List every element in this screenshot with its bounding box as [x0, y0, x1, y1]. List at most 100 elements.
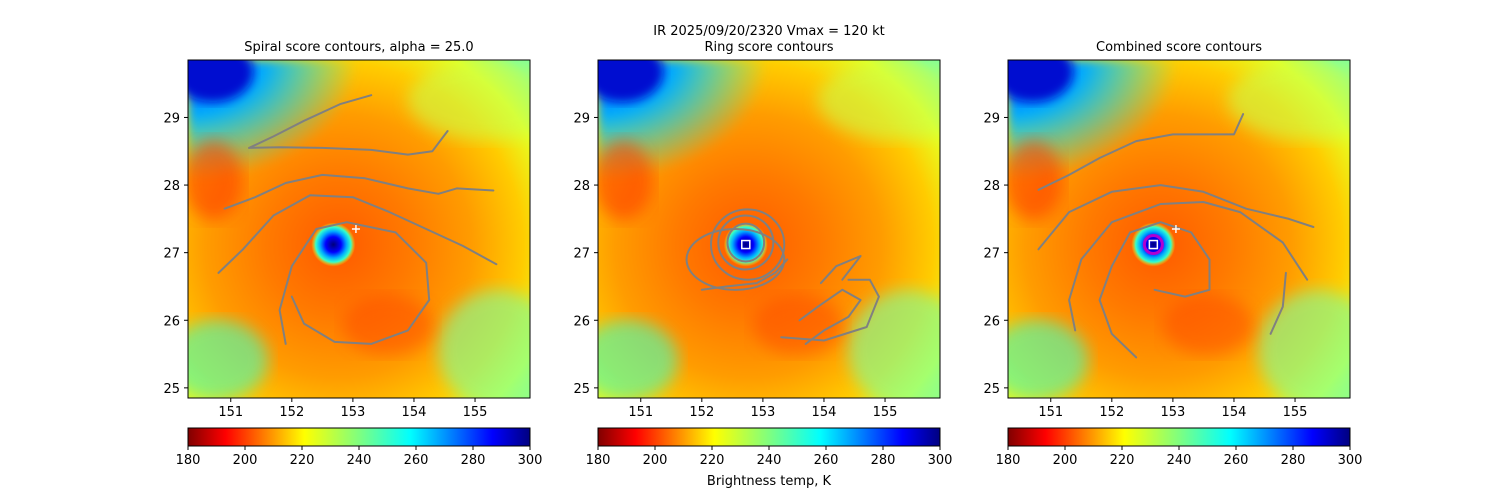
colorbar-tick-label: 200: [643, 453, 668, 468]
colorbar-tick-label: 280: [461, 453, 486, 468]
panel-1: Spiral score contours, alpha = 25.0 151 15…: [163, 40, 543, 468]
cold-cloud-core: [598, 60, 663, 102]
colorbar-tick-label: 180: [176, 453, 201, 468]
x-tick-label: 151: [628, 405, 653, 420]
contour-line-1: [700, 258, 789, 291]
figure-suptitle: IR 2025/09/20/2320 Vmax = 120 kt: [653, 24, 884, 39]
x-tick-label: 153: [340, 405, 365, 420]
y-tick-label: 26: [573, 314, 590, 329]
axes-frame: [1007, 59, 1351, 399]
x-tick-label: 153: [1160, 405, 1185, 420]
warm-band-s: [753, 295, 843, 355]
colorbar-tick-label: 180: [996, 453, 1021, 468]
colorbar-tick-label: 300: [928, 453, 953, 468]
colorbar-tick-label: 180: [586, 453, 611, 468]
colorbar: [597, 427, 941, 447]
contour-line-1: [1037, 113, 1245, 191]
x-tick-label: 155: [1283, 405, 1308, 420]
colorbar-tick-label: 260: [814, 453, 839, 468]
y-tick-label: 29: [983, 111, 1000, 126]
panel-title: Combined score contours: [1096, 40, 1262, 55]
x-tick-label: 152: [279, 405, 304, 420]
contour-line-5: [1098, 265, 1138, 359]
x-tick-label: 151: [218, 405, 243, 420]
center-marker: [1148, 239, 1159, 250]
outer-band: [818, 60, 940, 140]
x-tick-label: 155: [873, 405, 898, 420]
y-tick-label: 26: [163, 314, 180, 329]
panel-title: Ring score contours: [704, 40, 833, 55]
contour-line-3: [1068, 201, 1309, 332]
axes-frame: [187, 59, 531, 399]
outer-band-se: [1258, 290, 1350, 398]
panel-title: Spiral score contours, alpha = 25.0: [244, 40, 473, 55]
colorbar-tick-label: 200: [1053, 453, 1078, 468]
outer-band-sw: [188, 320, 268, 398]
x-tick-label: 154: [1222, 405, 1247, 420]
contour-line-3: [780, 278, 880, 342]
colorbar-tick-label: 300: [1338, 453, 1363, 468]
colorbar-tick-label: 200: [233, 453, 258, 468]
outer-band: [1228, 60, 1350, 140]
colorbar-tick-label: 260: [404, 453, 429, 468]
cold-cloud-core: [188, 60, 253, 102]
ring-contour-4: [685, 228, 786, 291]
y-tick-label: 28: [163, 179, 180, 194]
y-tick-label: 27: [983, 247, 1000, 262]
colorbar-tick-label: 300: [518, 453, 543, 468]
storm-eye: [311, 222, 356, 267]
ring-contour-1: [726, 222, 766, 263]
warm-band: [598, 140, 653, 220]
x-tick-label: 151: [1038, 405, 1063, 420]
storm-eye: [723, 222, 768, 267]
outer-band-sw: [598, 320, 678, 398]
x-tick-label: 154: [812, 405, 837, 420]
colorbar-tick-label: 280: [1281, 453, 1306, 468]
colorbar-tick-label: 220: [290, 453, 315, 468]
contours: [685, 208, 880, 345]
contour-line-4: [1269, 271, 1287, 335]
colorbar-tick-label: 220: [1110, 453, 1135, 468]
y-tick-label: 27: [573, 247, 590, 262]
contour-line-2: [248, 130, 449, 156]
contours: [217, 94, 498, 345]
colorbar-tick-label: 240: [757, 453, 782, 468]
y-tick-label: 28: [983, 179, 1000, 194]
x-tick-label: 154: [402, 405, 427, 420]
contour-line-4: [217, 194, 498, 274]
ring-contour-3: [709, 208, 786, 281]
y-tick-label: 29: [573, 111, 590, 126]
y-tick-label: 26: [983, 314, 1000, 329]
y-tick-label: 27: [163, 247, 180, 262]
ring-contour-2: [717, 214, 775, 271]
outer-band-se: [848, 290, 940, 398]
y-tick-label: 25: [573, 382, 590, 397]
center-marker: [741, 239, 751, 250]
best-track-marker: [351, 225, 360, 233]
contour-line-1: [248, 94, 373, 149]
colorbar: [187, 427, 531, 447]
y-tick-label: 25: [163, 382, 180, 397]
x-tick-label: 153: [750, 405, 775, 420]
panel-2: Ring score contours 151 152 153 154 155 25 26 27…: [573, 40, 953, 468]
warm-band: [188, 140, 243, 220]
contour-line-2: [1037, 184, 1315, 251]
contour-line-3: [223, 173, 495, 210]
y-tick-label: 25: [983, 382, 1000, 397]
best-track-marker: [1171, 225, 1180, 233]
warm-band: [1008, 140, 1063, 220]
y-tick-label: 28: [573, 179, 590, 194]
contours: [1037, 113, 1315, 359]
panel-3: Combined score contours 151 152 153 154 155 25…: [983, 40, 1363, 468]
contour-line-5: [278, 221, 431, 345]
y-tick-label: 29: [163, 111, 180, 126]
eye-highlight-ring: [1142, 234, 1164, 256]
contour-line-4: [819, 255, 862, 285]
storm-eye: [1131, 222, 1176, 267]
x-tick-label: 152: [1099, 405, 1124, 420]
contour-line-2: [798, 288, 862, 345]
ir-image: [188, 60, 530, 398]
colorbar-tick-label: 260: [1224, 453, 1249, 468]
colorbar-tick-label: 240: [1167, 453, 1192, 468]
contour-line-6: [1110, 221, 1211, 298]
